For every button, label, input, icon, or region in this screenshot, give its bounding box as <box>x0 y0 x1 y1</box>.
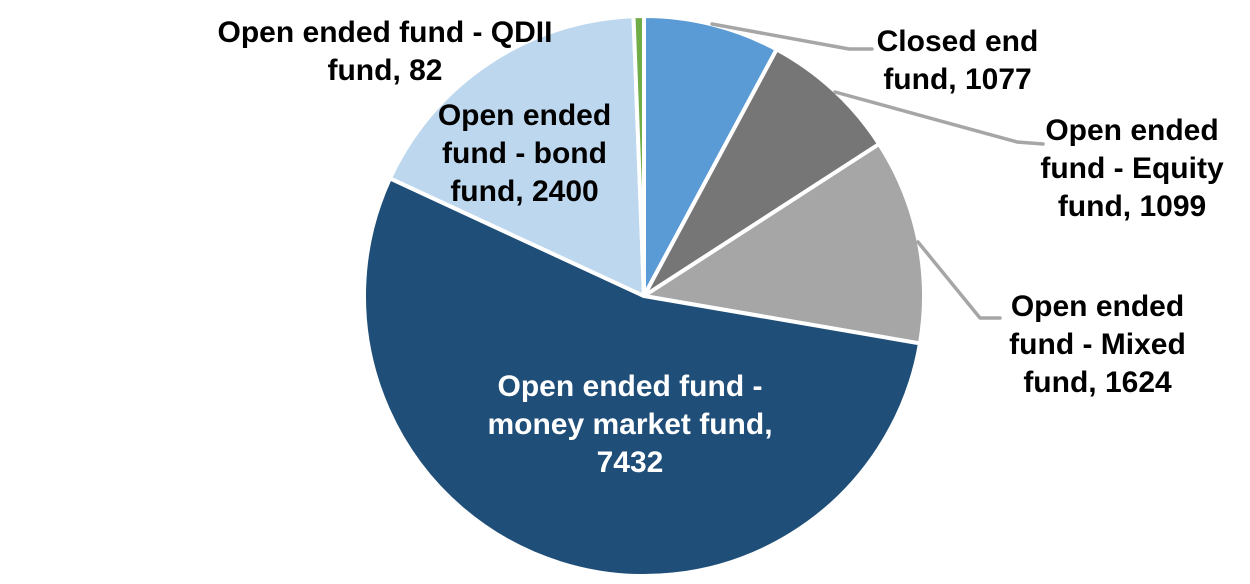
data-label-line: Closed end <box>876 25 1039 58</box>
data-label-line: money market fund, <box>487 408 773 441</box>
data-label-line: 7432 <box>596 446 664 479</box>
pie-slice-open-ended-fund-money-market-fund <box>362 176 922 578</box>
data-label-line: fund - Mixed <box>1009 328 1186 361</box>
data-label-line: fund, 1624 <box>1023 366 1172 399</box>
leader-line-closed-end-fund <box>710 22 874 51</box>
data-label-equity-fund: Open ended fund - Equity fund, 1099 <box>1022 112 1242 226</box>
data-label-line: fund, 1077 <box>883 63 1032 96</box>
data-label-line: fund, 1099 <box>1057 190 1207 223</box>
data-label-line: Open ended <box>437 99 612 132</box>
pie-slice-open-ended-fund-equity-fund <box>642 47 882 298</box>
data-label-line: Open ended fund - <box>497 370 763 403</box>
data-label-line: fund, 82 <box>327 54 443 87</box>
data-label-line: fund, 2400 <box>450 175 599 208</box>
data-label-bond-fund: Open ended fund - bond fund, 2400 <box>402 97 647 211</box>
leader-line-mixed-fund <box>916 240 1002 320</box>
leader-line-equity-fund <box>833 90 1045 146</box>
data-label-line: fund - bond <box>442 137 607 170</box>
data-label-mixed-fund: Open ended fund - Mixed fund, 1624 <box>975 288 1220 402</box>
data-label-closed-end-fund: Closed end fund, 1077 <box>845 23 1070 99</box>
data-label-line: Open ended fund - QDII <box>217 16 553 49</box>
pie-slice-open-ended-fund-mixed-fund <box>642 142 926 346</box>
data-label-line: Open ended <box>1045 114 1219 147</box>
data-label-line: fund - Equity <box>1040 152 1224 185</box>
data-label-money-market-fund: Open ended fund - money market fund, 743… <box>465 368 795 482</box>
pie-slice-open-ended-fund-qdii-fund <box>631 14 646 298</box>
data-label-qdii-fund: Open ended fund - QDII fund, 82 <box>195 14 575 90</box>
data-label-line: Open ended <box>1010 290 1185 323</box>
pie-slice-open-ended-fund-bond-fund <box>387 14 646 298</box>
